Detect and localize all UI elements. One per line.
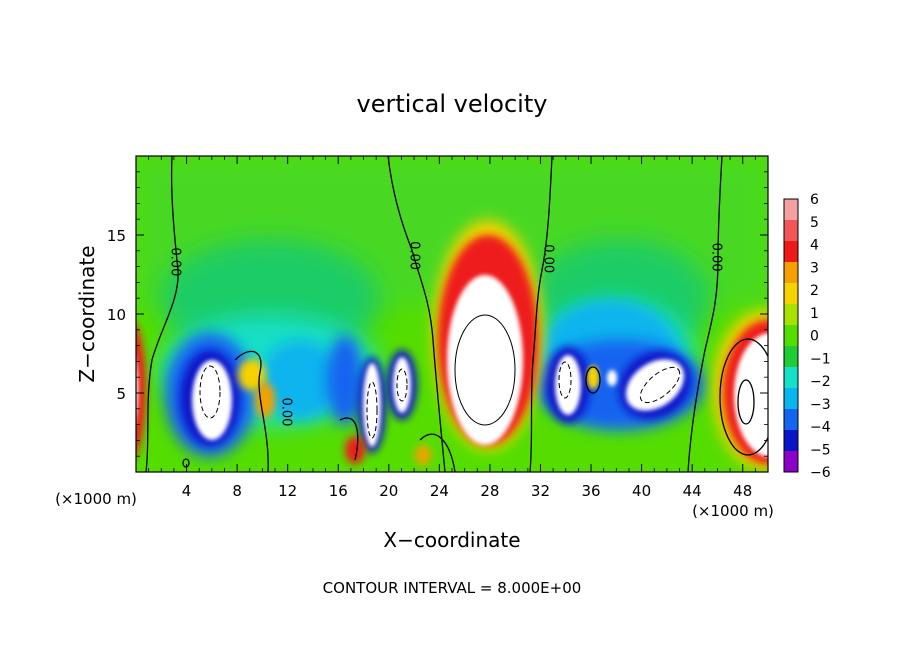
colorbar-label: 4 (810, 238, 819, 254)
x-tick-label: 28 (480, 482, 499, 500)
colorbar-label: 5 (810, 215, 819, 231)
x-axis-unit: (×1000 m) (55, 490, 137, 508)
colorbar-frame (783, 198, 799, 473)
y-axis-label: Z−coordinate (75, 245, 99, 382)
colorbar: 6 5 4 3 2 1 0 −1 −2 −3 −4 −5 −6 (783, 192, 831, 481)
colorbar-label: −2 (810, 374, 831, 390)
colorbar-swatch (784, 430, 798, 452)
colorbar-label: −3 (810, 397, 831, 413)
contour-label-text: 0.00 (406, 241, 421, 270)
y-tick-label: 10 (107, 306, 126, 324)
colorbar-swatch (784, 346, 798, 368)
velocity-field (136, 156, 768, 472)
x-tick-label: 40 (632, 482, 651, 500)
y-tick-label: 5 (116, 385, 126, 403)
contour-label-text: 0.00 (540, 244, 555, 273)
colorbar-label: 2 (810, 283, 819, 299)
contour-label: 0.00 (708, 243, 723, 272)
colorbar-swatch (784, 283, 798, 305)
x-tick-label: 20 (379, 482, 398, 500)
colorbar-swatch (784, 409, 798, 431)
colorbar-swatch (784, 262, 798, 284)
colorbar-label: −5 (810, 442, 831, 458)
y-tick-label: 15 (107, 227, 126, 245)
colorbar-swatch (784, 220, 798, 242)
chart-title: vertical velocity (357, 90, 548, 118)
contour-label-text: 0.00 (167, 247, 182, 276)
x-tick-label: 24 (430, 482, 449, 500)
x-axis-unit-right: (×1000 m) (692, 502, 774, 520)
colorbar-swatch (784, 241, 798, 263)
colorbar-swatch (784, 451, 798, 473)
contour-label: 0.00 (167, 247, 182, 276)
x-tick-label: 48 (733, 482, 752, 500)
contour-label: 0.00 (279, 397, 294, 426)
colorbar-swatch (784, 325, 798, 347)
colorbar-label: 1 (810, 306, 819, 322)
colorbar-swatch (784, 388, 798, 410)
colorbar-label: −6 (810, 465, 831, 481)
colorbar-label: −1 (810, 351, 831, 367)
x-tick-label: 4 (182, 482, 192, 500)
contour-interval-footer: CONTOUR INTERVAL = 8.000E+00 (323, 579, 582, 597)
contour-label: 0.00 (540, 244, 555, 273)
colorbar-label: 0 (810, 329, 819, 345)
x-axis-label: X−coordinate (383, 528, 520, 552)
contour-lines (145, 156, 768, 472)
x-tick-label: 36 (581, 482, 600, 500)
colorbar-swatch (784, 199, 798, 221)
contour-labels: 0.00 0.00 0.00 0.00 0.00 (167, 241, 723, 426)
colorbar-label: 3 (810, 260, 819, 276)
contour-label-text: 0.00 (279, 397, 294, 426)
dashed-contours (199, 361, 681, 439)
x-tick-label: 32 (531, 482, 550, 500)
x-tick-label: 16 (329, 482, 348, 500)
colorbar-swatch (784, 304, 798, 326)
contour-label-text: 0.00 (708, 243, 723, 272)
x-tick-label: 8 (232, 482, 242, 500)
colorbar-label: 6 (810, 192, 819, 208)
y-axis: 5 10 15 (107, 171, 768, 457)
colorbar-swatch (784, 367, 798, 389)
contour-label: 0.00 (406, 241, 421, 270)
colorbar-label: −4 (810, 420, 831, 436)
x-tick-label: 12 (278, 482, 297, 500)
x-tick-label: 44 (683, 482, 702, 500)
x-axis: 4 8 12 16 20 24 28 32 36 40 44 48 (148, 156, 756, 500)
